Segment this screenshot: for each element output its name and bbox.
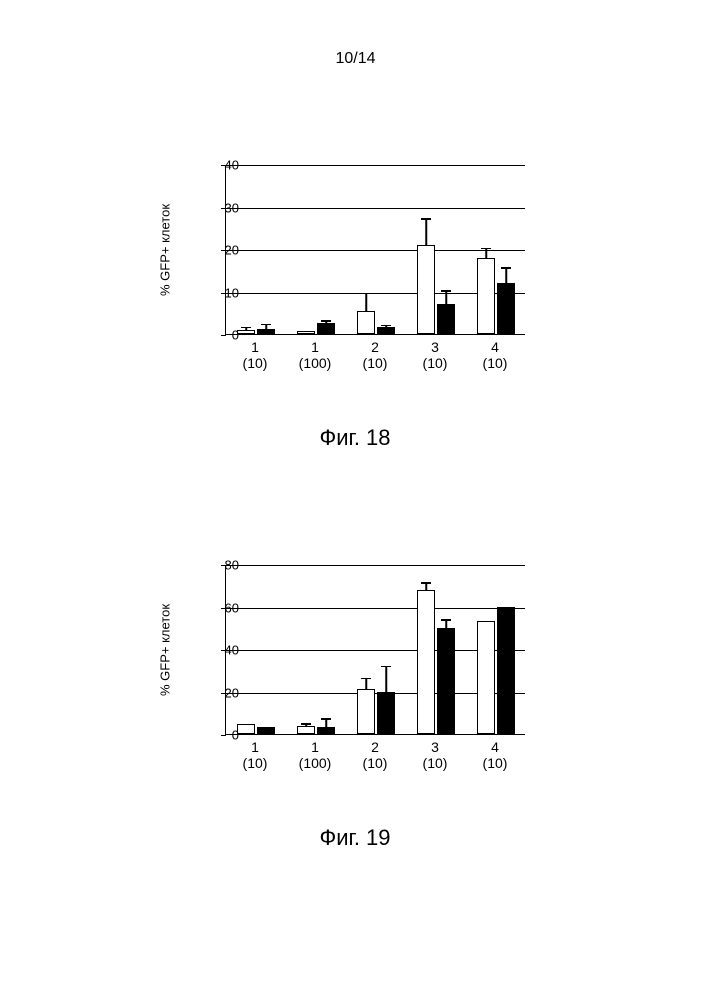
- plot-area-fig19: [225, 565, 525, 735]
- x-category-label: 2(10): [345, 739, 405, 771]
- bar: [297, 331, 315, 334]
- bar: [377, 327, 395, 334]
- error-cap: [361, 293, 371, 295]
- gridline: [226, 608, 525, 609]
- error-cap: [481, 248, 491, 250]
- x-category-label: 1(100): [285, 739, 345, 771]
- bar: [357, 689, 375, 734]
- error-bar: [425, 218, 427, 246]
- error-cap: [441, 619, 451, 621]
- ytick-label: 20: [199, 685, 239, 700]
- chart-fig19: % GFP+ клеток 0204060801(10)1(100)2(10)3…: [165, 555, 545, 775]
- figure-19: % GFP+ клеток 0204060801(10)1(100)2(10)3…: [165, 555, 545, 851]
- x-category-label: 3(10): [405, 339, 465, 371]
- error-cap: [301, 723, 311, 725]
- error-cap: [261, 324, 271, 326]
- x-category-label: 4(10): [465, 339, 525, 371]
- x-category-label: 1(100): [285, 339, 345, 371]
- bar: [417, 245, 435, 334]
- ytick-label: 10: [199, 285, 239, 300]
- ytick-label: 80: [199, 558, 239, 573]
- chart-fig18: % GFP+ клеток 0102030401(10)1(100)2(10)3…: [165, 155, 545, 375]
- error-bar: [385, 666, 387, 693]
- bar: [497, 607, 515, 735]
- bar: [437, 628, 455, 734]
- ytick-label: 60: [199, 600, 239, 615]
- ytick-label: 20: [199, 243, 239, 258]
- error-cap: [421, 218, 431, 220]
- ylabel-fig19: % GFP+ клеток: [158, 604, 173, 696]
- error-cap: [421, 582, 431, 584]
- error-bar: [485, 248, 487, 259]
- error-cap: [361, 678, 371, 680]
- x-category-label: 1(10): [225, 739, 285, 771]
- gridline: [226, 165, 525, 166]
- plot-area-fig18: [225, 165, 525, 335]
- caption-fig18: Фиг. 18: [165, 425, 545, 451]
- x-category-label: 3(10): [405, 739, 465, 771]
- bar: [497, 283, 515, 334]
- error-cap: [321, 320, 331, 322]
- bar: [297, 726, 315, 735]
- figure-18: % GFP+ клеток 0102030401(10)1(100)2(10)3…: [165, 155, 545, 451]
- error-cap: [501, 267, 511, 269]
- error-bar: [365, 293, 367, 312]
- error-cap: [441, 290, 451, 292]
- error-cap: [381, 325, 391, 327]
- caption-fig19: Фиг. 19: [165, 825, 545, 851]
- x-category-label: 4(10): [465, 739, 525, 771]
- page-number: 10/14: [0, 50, 711, 68]
- bar: [477, 621, 495, 734]
- bar: [477, 258, 495, 335]
- gridline: [226, 208, 525, 209]
- ytick-label: 30: [199, 200, 239, 215]
- ytick-label: 40: [199, 158, 239, 173]
- ytick-label: 40: [199, 643, 239, 658]
- bar: [437, 304, 455, 334]
- error-cap: [321, 718, 331, 720]
- error-bar: [505, 267, 507, 284]
- bar: [317, 727, 335, 734]
- x-category-label: 2(10): [345, 339, 405, 371]
- error-bar: [445, 290, 447, 305]
- bar: [417, 590, 435, 735]
- error-bar: [365, 678, 367, 691]
- ylabel-fig18: % GFP+ клеток: [158, 204, 173, 296]
- error-cap: [241, 327, 251, 329]
- bar: [317, 323, 335, 334]
- bar: [257, 727, 275, 734]
- x-category-label: 1(10): [225, 339, 285, 371]
- bar: [237, 724, 255, 734]
- bar: [377, 692, 395, 735]
- gridline: [226, 565, 525, 566]
- gridline: [226, 250, 525, 251]
- bar: [357, 311, 375, 334]
- error-cap: [381, 666, 391, 668]
